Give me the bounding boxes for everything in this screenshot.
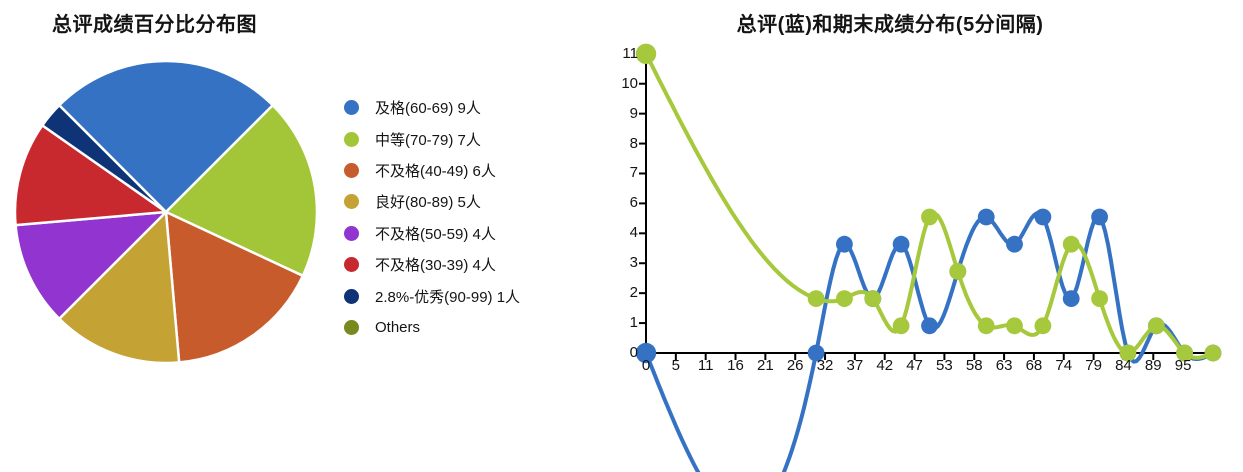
- legend-dot-icon: [344, 131, 359, 147]
- x-tick-label: 84: [1115, 357, 1132, 374]
- pie-slice: [57, 59, 275, 214]
- y-tick-label: 6: [629, 194, 638, 212]
- y-tick-label: 9: [629, 104, 638, 122]
- x-tick-label: 0: [641, 357, 651, 374]
- line-series-final: [644, 51, 1215, 360]
- data-point: [892, 317, 910, 335]
- data-point: [1204, 344, 1222, 362]
- x-tick-label: 26: [786, 357, 804, 374]
- legend-item: 良好(80-89) 5人: [344, 186, 520, 217]
- data-point: [1034, 317, 1052, 335]
- data-point: [921, 317, 938, 335]
- pie-slice: [164, 210, 305, 364]
- legend-dot-icon: [344, 288, 359, 304]
- y-tick-label: 1: [629, 314, 638, 332]
- x-tick-label: 37: [846, 357, 864, 374]
- y-tick-label: 10: [621, 74, 638, 92]
- line-chart-title: 总评(蓝)和期末成绩分布(5分间隔): [736, 14, 1044, 36]
- x-tick-label: 47: [906, 357, 923, 374]
- legend-dot-icon: [344, 319, 359, 335]
- x-tick-label: 79: [1085, 357, 1102, 374]
- legend-label: 及格(60-69) 9人: [375, 100, 481, 118]
- legend-item: 2.8%-优秀(90-99) 1人: [344, 280, 520, 311]
- legend-label: Others: [375, 318, 421, 336]
- data-point: [1119, 344, 1137, 362]
- data-point: [1006, 235, 1023, 253]
- data-point: [807, 290, 825, 307]
- legend-dot-icon: [344, 100, 359, 116]
- x-tick-label: 63: [995, 357, 1013, 374]
- data-point: [977, 208, 995, 226]
- data-point: [635, 342, 657, 364]
- pie-slice: [164, 103, 319, 278]
- pie-slice: [57, 210, 181, 365]
- y-tick-label: 4: [629, 224, 638, 242]
- legend-dot-icon: [344, 225, 359, 241]
- x-tick-label: 21: [757, 357, 774, 374]
- x-tick-label: 89: [1144, 357, 1162, 374]
- legend-item: Others: [344, 312, 520, 343]
- pie-slice: [13, 124, 168, 227]
- x-tick-label: 58: [965, 357, 983, 374]
- data-point: [836, 290, 853, 307]
- data-point: [949, 263, 967, 280]
- y-tick-label: 11: [622, 44, 638, 62]
- x-tick-label: 95: [1174, 357, 1192, 374]
- legend-label: 良好(80-89) 5人: [375, 194, 481, 212]
- data-point: [864, 290, 882, 307]
- line-series-overall: [644, 211, 1215, 472]
- legend-dot-icon: [344, 194, 359, 210]
- pie-slice: [41, 103, 168, 214]
- legend-item: 不及格(50-59) 4人: [344, 218, 520, 249]
- data-point: [836, 235, 853, 253]
- legend-dot-icon: [344, 257, 359, 273]
- legend-label: 2.8%-优秀(90-99) 1人: [375, 288, 521, 306]
- data-point: [1006, 317, 1023, 335]
- x-tick-label: 11: [697, 357, 714, 374]
- x-tick-label: 5: [671, 357, 680, 374]
- data-point: [977, 317, 995, 335]
- legend-label: 中等(70-79) 7人: [375, 131, 481, 149]
- data-point: [1147, 317, 1165, 335]
- data-point: [1062, 290, 1080, 307]
- x-tick-label: 53: [936, 357, 953, 374]
- legend-item: 及格(60-69) 9人: [344, 92, 520, 123]
- data-point: [1091, 208, 1108, 226]
- y-tick-label: 8: [629, 134, 638, 152]
- legend-label: 不及格(40-49) 6人: [375, 162, 496, 180]
- y-tick-label: 3: [629, 254, 638, 272]
- data-point: [921, 208, 938, 226]
- x-tick-label: 74: [1055, 357, 1073, 374]
- data-point: [635, 43, 657, 64]
- y-tick-label: 7: [629, 164, 638, 182]
- legend-item: 不及格(30-39) 4人: [344, 249, 520, 280]
- x-tick-label: 68: [1025, 357, 1043, 374]
- legend-label: 不及格(50-59) 4人: [375, 225, 496, 243]
- legend-dot-icon: [344, 162, 359, 178]
- x-tick-label: 42: [876, 357, 894, 374]
- data-point: [1062, 235, 1080, 253]
- legend-label: 不及格(30-39) 4人: [375, 257, 496, 275]
- legend-item: 不及格(40-49) 6人: [344, 155, 520, 186]
- legend-item: 中等(70-79) 7人: [344, 123, 520, 154]
- pie-chart-title: 总评成绩百分比分布图: [52, 14, 257, 36]
- data-point: [1176, 344, 1193, 362]
- data-point: [1034, 208, 1052, 226]
- data-point: [1091, 290, 1108, 307]
- x-tick-label: 16: [727, 357, 744, 374]
- pie-slice: [14, 210, 168, 321]
- data-point: [807, 344, 825, 362]
- y-tick-label: 0: [629, 344, 638, 361]
- data-point: [892, 235, 910, 253]
- pie-legend: 及格(60-69) 9人 中等(70-79) 7人 不及格(40-49) 6人 良好(…: [344, 92, 520, 343]
- y-tick-label: 2: [629, 284, 638, 302]
- x-tick-label: 32: [816, 357, 834, 374]
